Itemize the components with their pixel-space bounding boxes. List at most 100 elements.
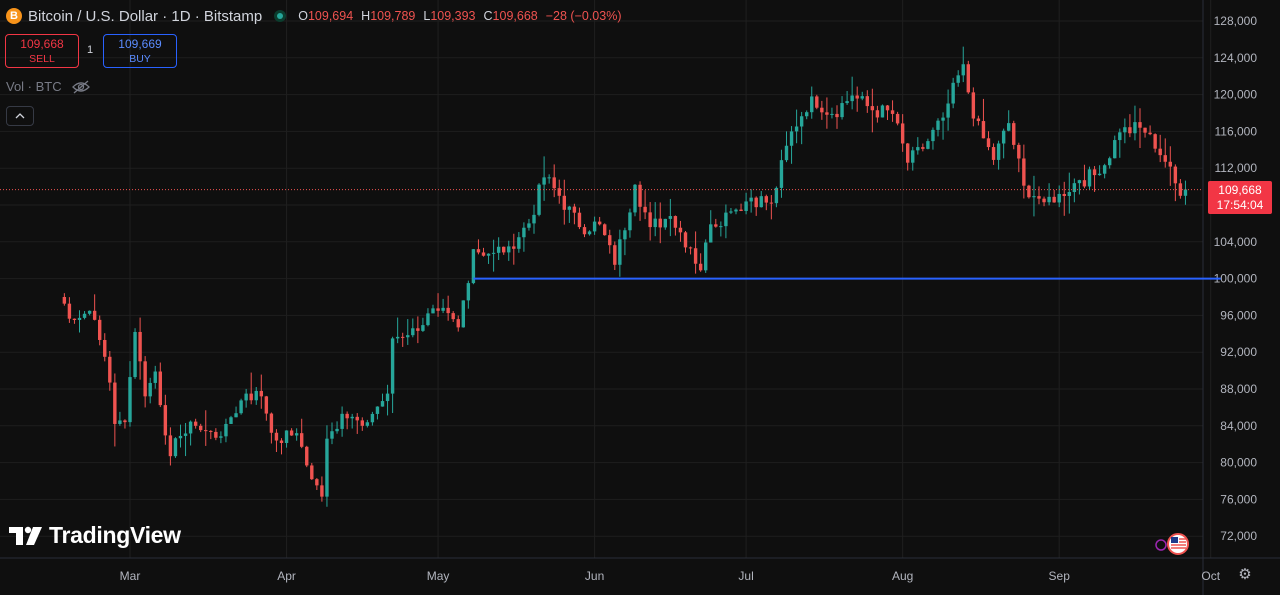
candle-body	[1153, 134, 1157, 149]
eye-off-icon[interactable]	[71, 80, 90, 94]
candle-body	[552, 177, 556, 189]
ohlc-value: 109,668	[492, 9, 538, 23]
x-tick-label: Sep	[1049, 569, 1071, 583]
candle-body	[441, 307, 445, 311]
candle-body	[77, 317, 82, 320]
candle-body	[214, 431, 218, 438]
candle-body	[67, 303, 72, 319]
ohlc-label: H	[361, 9, 371, 23]
candle-body	[562, 195, 566, 210]
candle-body	[128, 377, 132, 423]
candle-body	[587, 231, 592, 235]
candle-body	[1017, 144, 1021, 159]
candle-body	[921, 147, 925, 149]
ohlc-label: O	[298, 9, 308, 23]
candle-body	[1082, 180, 1087, 187]
candle-body	[648, 212, 652, 228]
candle-body	[820, 107, 824, 113]
candle-body	[668, 216, 673, 219]
candle-body	[1072, 183, 1077, 193]
candle-body	[1108, 158, 1112, 166]
candle-body	[118, 420, 122, 424]
logo-text: TradingView	[49, 522, 181, 548]
candle-body	[365, 422, 370, 426]
candle-body	[794, 126, 799, 132]
candle-body	[875, 110, 880, 118]
candle-body	[98, 319, 102, 340]
y-tick-label: 104,000	[1214, 235, 1258, 249]
candle-body	[769, 202, 774, 204]
candle-body	[683, 232, 688, 248]
buy-button[interactable]: 109,669 BUY	[103, 34, 177, 68]
symbol-header[interactable]: B Bitcoin / U.S. Dollar · 1D · Bitstamp …	[6, 4, 621, 28]
candle-body	[411, 328, 415, 336]
candle-body	[1148, 132, 1152, 135]
x-tick-label: Jun	[585, 569, 604, 583]
candle-body	[310, 465, 314, 480]
tradingview-logo-icon	[9, 526, 42, 545]
economic-events-icon[interactable]	[1150, 531, 1196, 557]
ohlc-value: 109,393	[430, 9, 476, 23]
candle-body	[719, 226, 723, 228]
candle-body	[900, 123, 905, 144]
candle-body	[305, 446, 309, 466]
candle-body	[1138, 122, 1142, 128]
volume-legend[interactable]: Vol · BTC	[6, 79, 90, 94]
candle-body	[360, 420, 364, 426]
candle-body	[1102, 165, 1107, 174]
candle-body	[709, 224, 713, 243]
candle-body	[390, 338, 395, 394]
symbol-title[interactable]: Bitcoin / U.S. Dollar · 1D · Bitstamp	[28, 7, 263, 25]
y-tick-label: 116,000	[1215, 124, 1258, 138]
candle-body	[577, 212, 582, 228]
last-price: 109,668	[1218, 183, 1262, 197]
candle-body	[234, 413, 238, 418]
candle-body	[996, 143, 1001, 160]
candle-body	[557, 188, 561, 196]
candle-body	[547, 177, 551, 179]
candle-body	[320, 485, 324, 497]
candle-body	[613, 245, 617, 265]
chevron-up-icon	[15, 113, 25, 119]
candle-body	[966, 64, 970, 93]
candle-body	[890, 110, 895, 114]
candle-body	[825, 112, 829, 115]
candle-body	[461, 300, 465, 328]
candle-body	[426, 313, 430, 326]
candle-body	[1143, 127, 1147, 133]
candle-body	[224, 423, 228, 437]
x-tick-label: Jul	[738, 569, 753, 583]
candle-body	[269, 413, 274, 433]
candle-body	[72, 318, 77, 320]
gear-icon[interactable]: ⚙	[1238, 566, 1252, 583]
tradingview-logo[interactable]: TradingView	[9, 522, 181, 549]
candle-body	[87, 310, 92, 314]
candle-body	[628, 212, 632, 231]
candle-body	[1183, 189, 1188, 196]
sell-button[interactable]: 109,668 SELL	[5, 34, 79, 68]
candle-body	[517, 237, 521, 249]
candle-body	[835, 113, 839, 118]
candle-body	[931, 129, 935, 142]
candle-body	[951, 82, 955, 104]
candle-body	[108, 356, 112, 383]
candle-body	[1032, 196, 1036, 198]
candle-body	[123, 420, 127, 423]
candle-body	[350, 416, 354, 419]
candle-body	[294, 433, 299, 436]
candle-body	[254, 390, 258, 401]
collapse-button[interactable]	[6, 106, 34, 126]
market-status-icon	[274, 10, 287, 22]
candle-body	[512, 246, 516, 249]
y-tick-label: 112,000	[1215, 161, 1258, 175]
candle-body	[264, 396, 269, 414]
x-tick-label: May	[427, 569, 450, 583]
candle-body	[416, 328, 420, 331]
candle-body	[1001, 130, 1006, 144]
candle-body	[704, 242, 708, 271]
candle-body	[385, 393, 390, 402]
candle-body	[572, 206, 577, 213]
y-tick-label: 120,000	[1214, 88, 1258, 102]
candle-body	[1163, 155, 1167, 162]
